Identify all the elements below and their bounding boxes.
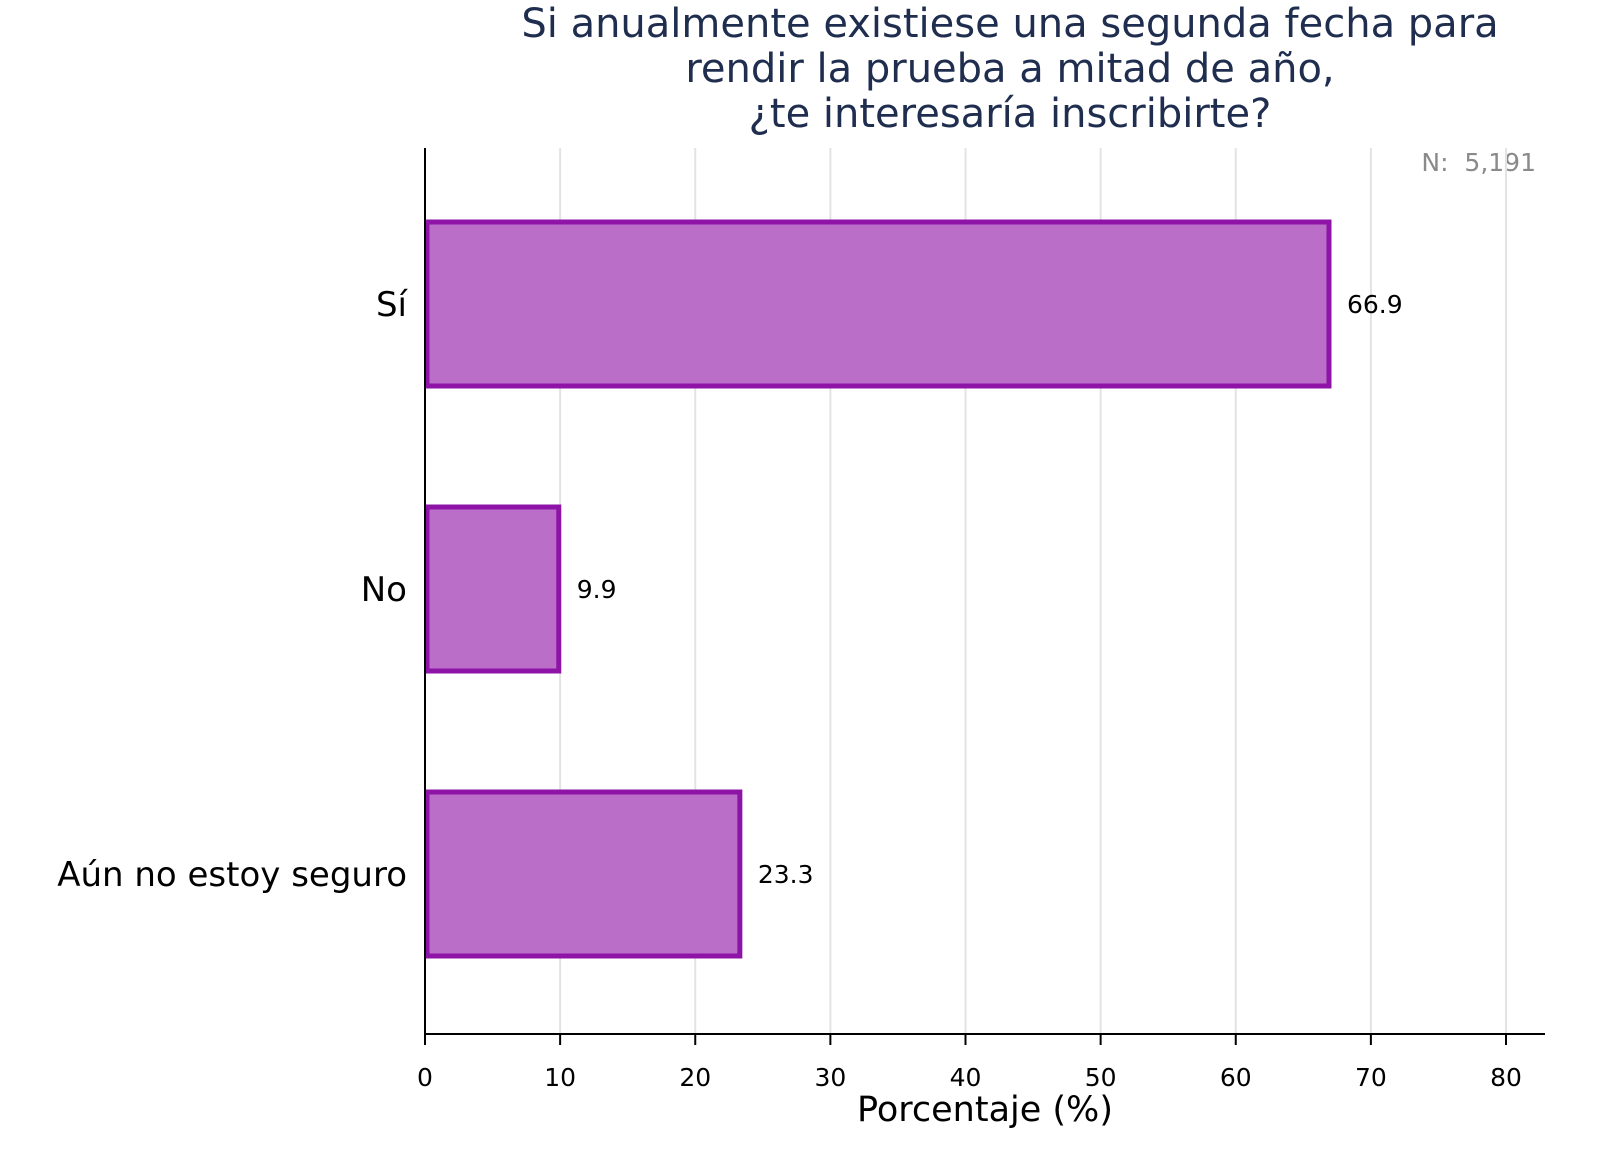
sample-size-label: N: <box>1421 148 1449 177</box>
x-tick-label-30: 30 <box>814 1063 846 1092</box>
x-axis-title: Porcentaje (%) <box>857 1090 1113 1130</box>
bar-0 <box>424 219 1332 389</box>
x-tick-label-60: 60 <box>1220 1063 1252 1092</box>
bars <box>424 219 1332 959</box>
x-tick-label-80: 80 <box>1490 1063 1522 1092</box>
chart-title: Si anualmente existiese una segunda fech… <box>420 2 1600 137</box>
chart-title-line-1: Si anualmente existiese una segunda fech… <box>521 1 1499 47</box>
category-label-0: Sí <box>376 285 409 325</box>
x-tick-label-70: 70 <box>1355 1063 1387 1092</box>
axes <box>424 148 1545 1045</box>
sample-size-value: 5,191 <box>1464 148 1536 177</box>
data-label-1: 9.9 <box>577 575 617 604</box>
chart-title-line-2: rendir la prueba a mitad de año, <box>685 46 1335 92</box>
sample-size-annotation: N: 5,191 <box>1421 148 1536 177</box>
bar-1 <box>424 504 562 674</box>
x-tick-label-10: 10 <box>544 1063 576 1092</box>
category-label-1: No <box>361 570 407 610</box>
data-label-2: 23.3 <box>758 860 814 889</box>
x-tick-label-20: 20 <box>679 1063 711 1092</box>
labels: 0 10 20 30 40 50 60 70 80 Sí No Aún no estoy seguro… <box>57 285 1522 1130</box>
data-label-0: 66.9 <box>1347 290 1403 319</box>
x-tick-label-40: 40 <box>950 1063 982 1092</box>
x-tick-label-0: 0 <box>417 1063 433 1092</box>
category-label-2: Aún no estoy seguro <box>57 855 407 895</box>
bar-2 <box>424 789 743 959</box>
x-tick-label-50: 50 <box>1085 1063 1117 1092</box>
chart-title-line-3: ¿te interesaría inscribirte? <box>748 91 1272 137</box>
